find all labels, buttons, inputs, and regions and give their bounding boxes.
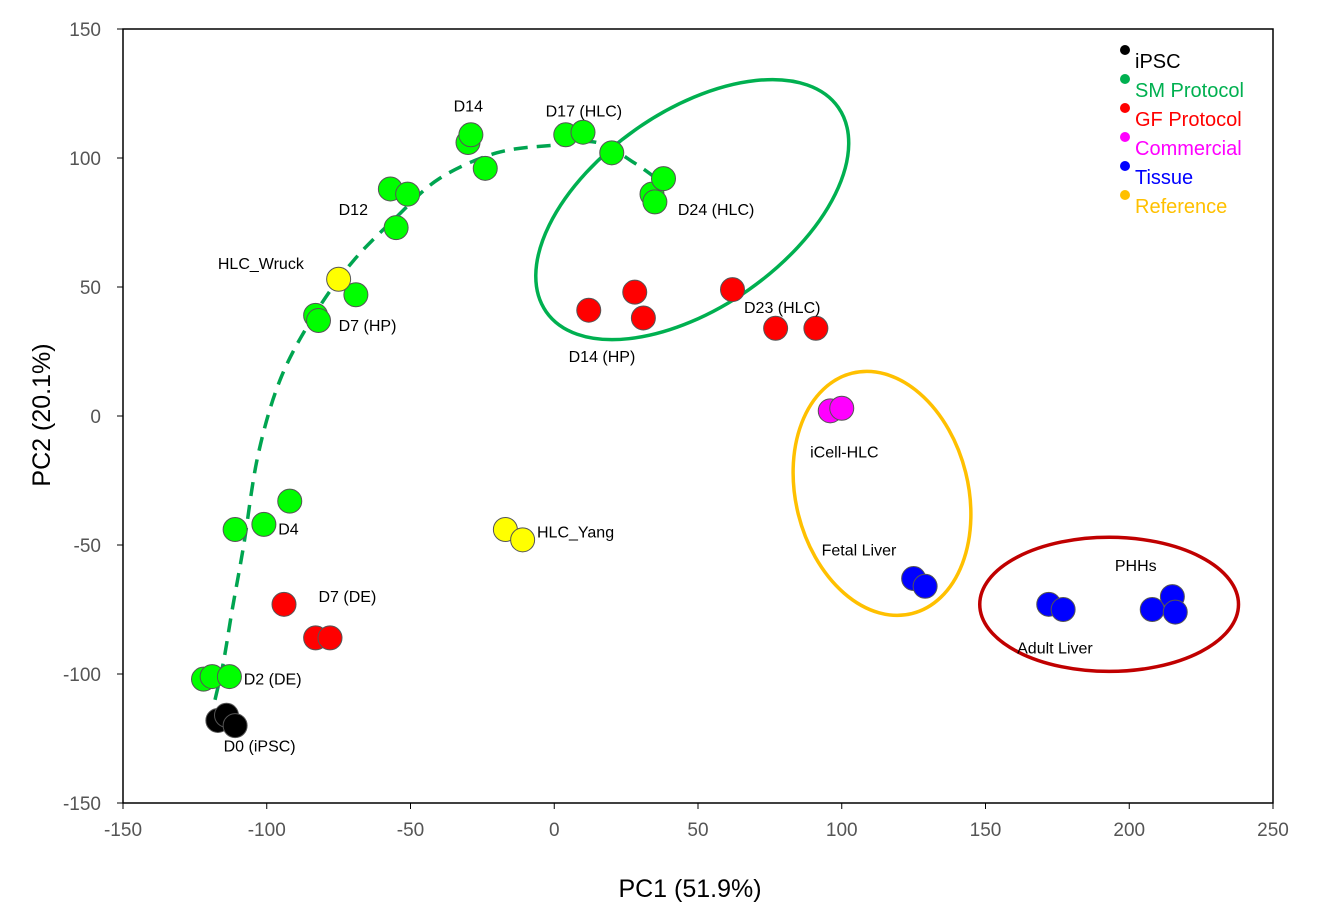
point-annotation: D14 (HP) bbox=[569, 349, 636, 366]
x-tick-label: 100 bbox=[826, 820, 858, 841]
point-annotation: D4 bbox=[278, 522, 299, 539]
legend-label: SM Protocol bbox=[1135, 80, 1244, 102]
point-sm-protocol bbox=[395, 181, 421, 207]
legend-label: iPSC bbox=[1135, 51, 1181, 73]
y-tick-label: 0 bbox=[90, 407, 101, 428]
legend-label: Tissue bbox=[1135, 167, 1193, 189]
point-tissue bbox=[1050, 597, 1076, 622]
legend-marker bbox=[1120, 161, 1130, 171]
x-tick-label: 150 bbox=[970, 820, 1002, 841]
point-annotations: D0 (iPSC) D2 (DE) D4 D7 (DE) D7 (HP) HLC_Wruc… bbox=[218, 99, 1157, 756]
point-commercial bbox=[829, 395, 855, 421]
cluster-ellipse bbox=[791, 369, 973, 618]
point-annotation: PHHs bbox=[1115, 558, 1157, 575]
point-sm-protocol bbox=[599, 140, 625, 166]
x-tick-label: 50 bbox=[687, 820, 708, 841]
point-annotation: Adult Liver bbox=[1017, 640, 1093, 657]
point-sm-protocol bbox=[458, 122, 484, 148]
point-gf-protocol bbox=[576, 297, 602, 323]
point-gf-protocol bbox=[317, 625, 343, 651]
point-annotation: D7 (HP) bbox=[339, 318, 397, 335]
point-reference bbox=[510, 527, 536, 553]
x-tick-label: -50 bbox=[397, 820, 424, 841]
legend: iPSC SM Protocol GF Protocol Commercial Tiss… bbox=[1120, 45, 1244, 218]
x-axis-title: PC1 (51.9%) bbox=[618, 875, 761, 903]
legend-marker bbox=[1120, 103, 1130, 113]
legend-label: Commercial bbox=[1135, 138, 1242, 160]
data-points bbox=[191, 119, 1188, 739]
point-annotation: D17 (HLC) bbox=[546, 104, 622, 121]
legend-marker bbox=[1120, 132, 1130, 142]
point-sm-protocol bbox=[642, 189, 668, 215]
point-annotation: D7 (DE) bbox=[319, 589, 377, 606]
point-reference bbox=[326, 266, 352, 292]
y-tick-label: 50 bbox=[80, 278, 101, 299]
point-gf-protocol bbox=[763, 315, 789, 341]
point-annotation: D12 bbox=[339, 202, 368, 219]
point-annotation: Fetal Liver bbox=[822, 542, 897, 559]
cluster-ellipses bbox=[534, 77, 1241, 674]
point-annotation: HLC_Yang bbox=[537, 524, 614, 541]
cluster-ellipse bbox=[534, 77, 851, 342]
point-sm-protocol bbox=[251, 511, 277, 537]
legend-marker bbox=[1120, 45, 1130, 55]
point-annotation: D24 (HLC) bbox=[678, 202, 754, 219]
point-gf-protocol bbox=[803, 315, 829, 341]
legend-marker bbox=[1120, 74, 1130, 84]
x-tick-label: 200 bbox=[1113, 820, 1145, 841]
legend-marker bbox=[1120, 190, 1130, 200]
x-tick-label: -100 bbox=[248, 820, 286, 841]
point-sm-protocol bbox=[570, 119, 596, 145]
point-ipsc bbox=[222, 713, 248, 739]
point-annotation: HLC_Wruck bbox=[218, 256, 305, 273]
point-annotation: D2 (DE) bbox=[244, 671, 302, 688]
legend-label: GF Protocol bbox=[1135, 109, 1242, 131]
point-gf-protocol bbox=[271, 591, 297, 617]
legend-label: Reference bbox=[1135, 196, 1227, 218]
point-sm-protocol bbox=[383, 215, 409, 241]
point-sm-protocol bbox=[306, 308, 331, 334]
point-sm-protocol bbox=[222, 517, 248, 543]
point-sm-protocol bbox=[216, 664, 242, 690]
x-tick-label: 250 bbox=[1257, 820, 1289, 841]
point-tissue bbox=[1162, 599, 1188, 625]
y-tick-label: -100 bbox=[63, 665, 101, 686]
point-gf-protocol bbox=[622, 279, 648, 305]
point-annotation: D23 (HLC) bbox=[744, 300, 820, 317]
point-annotation: D0 (iPSC) bbox=[224, 738, 296, 755]
point-annotation: D14 bbox=[454, 99, 483, 116]
point-tissue bbox=[1139, 597, 1165, 622]
y-tick-label: -50 bbox=[74, 536, 101, 557]
x-tick-label: 0 bbox=[549, 820, 560, 841]
y-tick-label: 150 bbox=[69, 20, 101, 41]
point-sm-protocol bbox=[472, 155, 498, 181]
point-sm-protocol bbox=[651, 166, 676, 192]
point-tissue bbox=[912, 573, 938, 599]
y-axis-title: PC2 (20.1%) bbox=[28, 343, 56, 486]
y-tick-label: -150 bbox=[63, 794, 101, 815]
point-gf-protocol bbox=[720, 277, 745, 303]
y-tick-label: 100 bbox=[69, 149, 101, 170]
point-gf-protocol bbox=[630, 305, 656, 331]
x-tick-label: -150 bbox=[104, 820, 142, 841]
cluster-ellipse bbox=[978, 535, 1241, 674]
point-sm-protocol bbox=[343, 282, 369, 308]
axis-ticks: -150 -100 -50 0 50 100 150 200 250 -150 -100 -50 0 50… bbox=[63, 20, 1289, 841]
point-sm-protocol bbox=[277, 488, 303, 514]
point-annotation: iCell-HLC bbox=[810, 444, 878, 461]
